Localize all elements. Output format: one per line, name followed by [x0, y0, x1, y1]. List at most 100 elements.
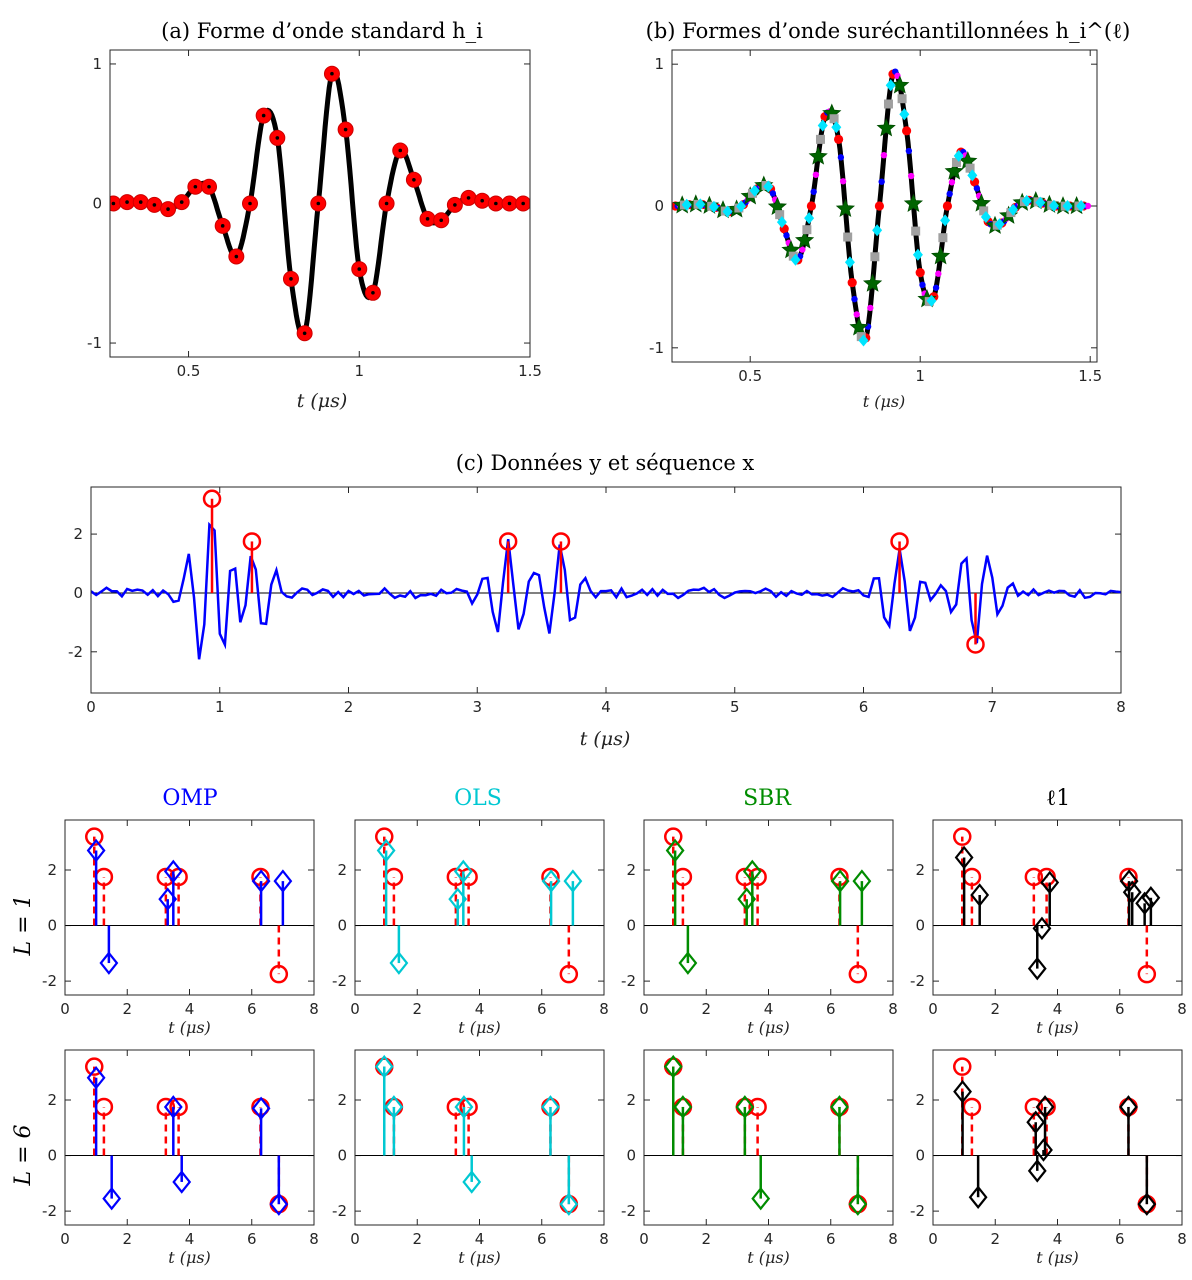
x-tick-label: 1 [354, 362, 364, 380]
sample-dot [480, 198, 484, 203]
small-xlabel: t (μs) [458, 1248, 501, 1267]
axes-frame [354, 1049, 605, 1226]
chart-c: 0 1 2 3 4 5 6 7 8 -2 0 2 [68, 486, 1126, 716]
x-tick-label: 8 [888, 1000, 898, 1018]
oversampled-marker-diamond [790, 253, 801, 266]
x-tick-label: 0 [928, 1000, 938, 1018]
oversampled-marker-dot [932, 284, 940, 291]
oversampled-marker-diamond [885, 79, 896, 92]
x-tick-label: 0.5 [738, 367, 762, 385]
axes-background [355, 1050, 604, 1225]
oversampled-marker-diamond [831, 121, 842, 134]
estimate-marker [1141, 886, 1161, 910]
truth-marker [269, 964, 289, 984]
x-tick-label: 2 [122, 1230, 132, 1248]
plot-area [65, 1057, 314, 1216]
plot-area-b [672, 68, 1092, 347]
axes-frame [64, 1049, 315, 1226]
sample-dot [330, 71, 334, 76]
estimate-marker [251, 869, 271, 893]
oversampled-marker-dot [812, 171, 820, 178]
y-tick-label: 0 [915, 1147, 925, 1165]
oversampled-marker-dot [1084, 202, 1092, 210]
plot-area-c [91, 489, 1121, 660]
oversampled-marker-dot [878, 178, 885, 185]
y-tick-label: 0 [626, 917, 636, 935]
y-tick-label: 2 [915, 861, 925, 879]
oversampled-marker-square [775, 210, 785, 220]
estimate-marker [163, 859, 183, 884]
sample-dot [207, 184, 211, 189]
axes-frame [64, 819, 315, 996]
oversampled-marker-red [834, 134, 844, 144]
estimate-marker [172, 1170, 192, 1194]
x-tick-label: 6 [859, 698, 869, 716]
estimate-marker [1032, 916, 1052, 941]
oversampled-marker-dot [948, 179, 956, 186]
x-tick-label: 4 [764, 1230, 774, 1248]
x-tick-label: 0.5 [177, 362, 201, 380]
xlabel-b: t (μs) [863, 392, 906, 411]
estimate-marker [1137, 1192, 1157, 1216]
oversampled-marker-dot [946, 190, 953, 198]
estimate-marker [1027, 956, 1047, 981]
y-tick-label: -2 [68, 643, 83, 661]
row-label-L1: L = 1 [11, 894, 36, 956]
oversampled-marker-dot [799, 246, 806, 253]
x-tick-label: 6 [247, 1000, 257, 1018]
sample-dot [289, 277, 293, 281]
estimate-marker [541, 869, 561, 893]
truth-marker [169, 1097, 188, 1117]
oversampled-marker-diamond [1035, 196, 1046, 209]
x-tick-label: 2 [412, 1230, 422, 1248]
oversampled-marker-diamond [926, 294, 937, 307]
oversampled-marker-diamond [1008, 203, 1019, 216]
oversampled-marker-diamond [980, 211, 991, 224]
x-tick-label: 2 [990, 1000, 1000, 1018]
sample-dot [439, 218, 444, 223]
x-tick-label: 4 [475, 1000, 485, 1018]
y-tick-label: 0 [337, 917, 347, 935]
x-tick-label: 0 [350, 1000, 360, 1018]
truth-marker [748, 1097, 767, 1117]
truth-marker [953, 1057, 972, 1076]
oversampled-marker-dot [853, 311, 860, 318]
row-label-L6: L = 6 [11, 1124, 36, 1186]
truth-marker [375, 827, 394, 846]
axes-background [644, 1050, 893, 1225]
estimate-marker [1026, 1110, 1046, 1134]
method-label-ols: OLS [454, 786, 502, 811]
oversampled-marker-diamond [817, 119, 828, 132]
oversampled-marker-star [794, 230, 815, 249]
estimate-marker [273, 869, 293, 893]
small-xlabel: t (μs) [168, 1248, 211, 1267]
x-tick-label: 0 [639, 1230, 649, 1248]
oversampled-marker-diamond [749, 184, 760, 197]
estimate-marker [663, 1054, 683, 1079]
oversampled-marker-square [951, 157, 961, 167]
estimate-marker [1119, 869, 1139, 893]
sample-dot [466, 196, 471, 200]
x-tick-label: 8 [1116, 698, 1126, 716]
x-tick-label: 1.5 [518, 362, 542, 380]
oversampled-marker-star [903, 193, 924, 212]
x-tick-label: 0 [86, 698, 96, 716]
x-tick-label: 0 [350, 1230, 360, 1248]
plot-area [644, 827, 893, 984]
oversampled-marker-star [944, 161, 964, 180]
oversampled-marker-square [788, 251, 798, 261]
small-xlabel: t (μs) [747, 1248, 790, 1267]
truth-marker [85, 1057, 104, 1076]
estimate-marker [665, 838, 685, 863]
estimate-marker [678, 951, 698, 975]
xlabel-a: t (μs) [297, 390, 348, 412]
estimate-marker [751, 1186, 771, 1211]
estimate-marker [102, 1186, 122, 1211]
estimate-marker [852, 869, 872, 893]
y-tick-label: -2 [621, 1202, 636, 1220]
estimate-marker [462, 1170, 482, 1194]
